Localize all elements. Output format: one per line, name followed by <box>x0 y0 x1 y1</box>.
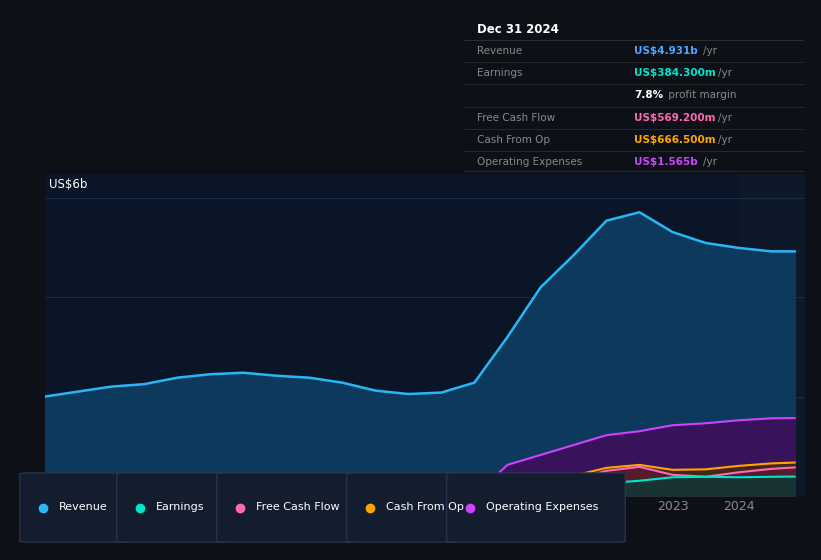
Text: 7.8%: 7.8% <box>634 91 663 100</box>
Text: Dec 31 2024: Dec 31 2024 <box>478 22 559 36</box>
Text: US$6b: US$6b <box>49 179 87 192</box>
FancyBboxPatch shape <box>20 473 131 542</box>
Text: US$569.200m: US$569.200m <box>634 113 715 123</box>
Text: /yr: /yr <box>718 113 732 123</box>
Text: US$0: US$0 <box>49 473 80 486</box>
Text: US$4.931b: US$4.931b <box>634 46 698 56</box>
Text: Cash From Op: Cash From Op <box>478 135 550 145</box>
Bar <box>739 174 814 496</box>
Text: /yr: /yr <box>718 135 732 145</box>
FancyBboxPatch shape <box>117 473 230 542</box>
Text: /yr: /yr <box>703 46 717 56</box>
Text: Earnings: Earnings <box>478 68 523 78</box>
Text: Operating Expenses: Operating Expenses <box>486 502 599 512</box>
Text: /yr: /yr <box>703 157 717 167</box>
Text: US$666.500m: US$666.500m <box>634 135 715 145</box>
Text: Operating Expenses: Operating Expenses <box>478 157 583 167</box>
Text: Revenue: Revenue <box>478 46 523 56</box>
Text: Earnings: Earnings <box>156 502 204 512</box>
Text: profit margin: profit margin <box>666 91 737 100</box>
Text: US$1.565b: US$1.565b <box>634 157 698 167</box>
Text: Free Cash Flow: Free Cash Flow <box>478 113 556 123</box>
Text: Free Cash Flow: Free Cash Flow <box>256 502 340 512</box>
Text: /yr: /yr <box>718 68 732 78</box>
Text: Cash From Op: Cash From Op <box>386 502 464 512</box>
FancyBboxPatch shape <box>346 473 461 542</box>
FancyBboxPatch shape <box>217 473 360 542</box>
Text: US$384.300m: US$384.300m <box>634 68 716 78</box>
FancyBboxPatch shape <box>447 473 626 542</box>
Text: Revenue: Revenue <box>59 502 108 512</box>
